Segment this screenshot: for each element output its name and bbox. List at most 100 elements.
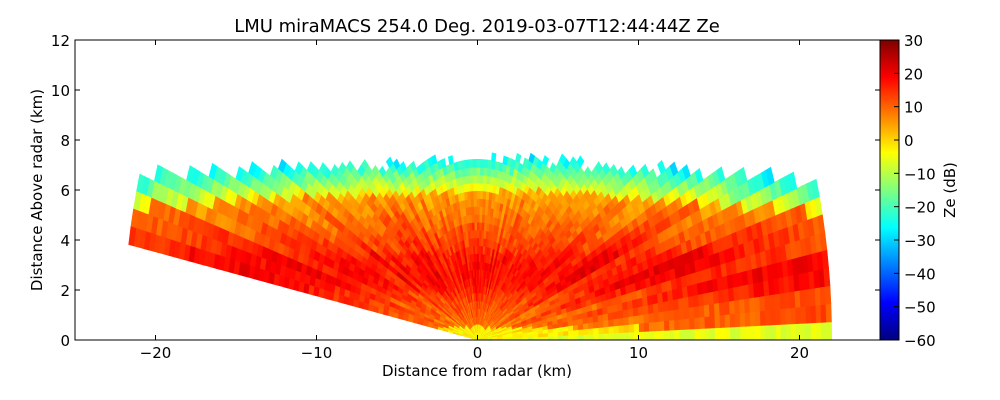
ze-gate [669,161,679,177]
ze-gate [482,174,488,184]
ze-gate [603,319,610,328]
ze-gate [821,321,827,340]
ze-gate [628,164,638,178]
ze-gate [475,166,481,176]
ze-gate [583,166,592,179]
ze-gate [549,162,557,174]
ze-gate [744,311,751,327]
ze-gate [481,198,486,208]
ze-gate [613,317,620,327]
ze-gate [569,156,578,169]
ze-gate [472,190,477,200]
colorbar-tick-label: −40 [904,265,936,283]
ze-gate [754,310,762,327]
ze-gate [475,174,481,184]
ze-gate [805,305,812,324]
ze-gate [472,174,477,184]
y-tick-label: 4 [60,232,70,250]
ze-gate [476,229,480,239]
x-tick-label: 20 [790,344,809,362]
ze-gate [502,155,509,166]
ze-gate [594,161,603,174]
ze-gate [385,156,394,169]
y-tick-label: 12 [51,32,70,50]
colorbar-tick-label: −20 [904,199,936,217]
ze-gate [678,307,685,320]
colorbar-gradient [879,39,900,341]
ze-gate [709,327,716,340]
ze-gate [643,322,650,332]
ze-gate [617,166,626,180]
ze-gate [623,316,630,326]
ze-gate [617,309,624,319]
ze-gate [612,310,619,320]
ze-gate [588,327,595,335]
chart-title: LMU miraMACS 254.0 Deg. 2019-03-07T12:44… [234,16,720,37]
ze-gate [515,152,522,164]
ze-gate [608,332,615,340]
ze-gate [825,303,832,323]
ze-gate [522,157,530,169]
ze-gate [647,303,655,314]
ze-gate [719,314,726,328]
ze-gate [759,310,767,326]
x-tick-label: −20 [140,344,172,362]
y-axis-label: Distance Above radar (km) [28,89,46,291]
colorbar-tick-label: 30 [904,32,923,50]
ze-gate [638,322,645,333]
ze-gate [790,307,797,325]
ze-gate [704,315,711,329]
ze-gate [734,312,741,328]
ze-gate [593,333,600,340]
ze-gate [598,333,605,340]
ze-gate [724,326,731,340]
ze-gate [775,308,782,326]
ze-gate [491,152,497,162]
ze-gate [648,321,655,332]
ze-gate [479,158,485,168]
ze-gate [769,309,777,326]
ze-gate [618,317,625,326]
ze-gate [573,329,579,336]
ze-gate [528,152,536,164]
ze-gate [542,336,549,340]
ze-gate [775,324,782,340]
ze-gate [673,308,680,321]
ze-gate [658,320,665,332]
colorbar-tick-label: −30 [904,232,936,250]
ze-gate [558,335,564,340]
ze-gate [632,306,639,317]
ze-gate [790,323,797,340]
ze-gate [479,190,484,200]
ze-gate [475,182,481,191]
colorbar-tick-label: −50 [904,299,936,317]
ze-gate [683,307,690,320]
ze-gate [674,329,681,340]
ze-gate [805,322,812,340]
y-tick-label: 6 [60,182,70,200]
ze-gate [785,323,792,340]
ze-gate [562,330,569,336]
ze-gate [553,335,559,340]
ze-gate [478,213,483,223]
ze-gate [628,323,635,333]
y-tick-label: 0 [60,332,70,350]
ze-gate [598,326,605,335]
ze-gate [811,178,820,200]
ze-gate [618,324,625,334]
ze-gate [749,311,756,327]
ze-gate [653,321,660,332]
ze-gate [699,316,706,329]
ze-gate [669,319,676,331]
ze-gate [472,182,477,192]
ze-gate [810,304,817,324]
ze-gate [694,316,701,330]
ze-gate [638,331,645,340]
ze-gate [542,154,550,167]
ze-gate [603,332,610,340]
ze-gate [785,307,792,325]
ze-gate [714,314,721,329]
ze-gate [633,323,640,333]
ze-gate [623,331,630,340]
